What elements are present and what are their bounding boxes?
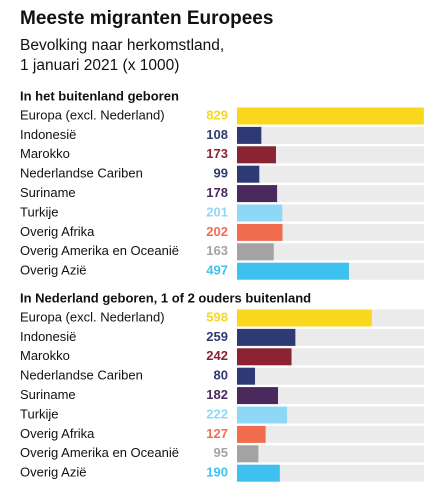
bar [237,165,260,183]
bar [237,262,349,280]
category-label: Turkije [20,204,59,219]
category-label: Overig Afrika [20,426,95,441]
category-label: Indonesië [20,329,76,344]
value-label: 108 [206,127,228,142]
category-label: Suriname [20,387,76,402]
category-label: Overig Afrika [20,224,95,239]
bar [237,204,283,222]
category-label: Overig Amerika en Oceanië [20,445,179,460]
value-label: 163 [206,243,228,258]
panel-title: In het buitenland geboren [20,88,179,103]
bar [237,185,278,203]
value-label: 80 [214,368,228,383]
bar [237,126,262,144]
track [237,146,424,164]
value-label: 598 [206,309,228,324]
value-label: 173 [206,146,228,161]
value-label: 99 [214,166,228,181]
category-label: Nederlandse Cariben [20,166,143,181]
track [237,445,424,463]
value-label: 202 [206,224,228,239]
category-label: Europa (excl. Nederland) [20,309,165,324]
bar [237,243,274,261]
value-label: 497 [206,263,228,278]
category-label: Overig Amerika en Oceanië [20,243,179,258]
bar [237,146,276,164]
category-label: Overig Azië [20,263,86,278]
value-label: 222 [206,406,228,421]
value-label: 201 [206,204,228,219]
value-label: 242 [206,348,228,363]
category-label: Overig Azië [20,465,86,480]
bar [237,223,283,241]
category-label: Europa (excl. Nederland) [20,107,165,122]
chart-title: Meeste migranten Europees [20,8,273,29]
track [237,185,424,203]
track [237,367,424,385]
category-label: Suriname [20,185,76,200]
bar [237,348,292,366]
value-label: 829 [206,107,228,122]
bar [237,464,280,482]
category-label: Turkije [20,406,59,421]
value-label: 182 [206,387,228,402]
bar [237,309,372,327]
value-label: 259 [206,329,228,344]
value-label: 178 [206,185,228,200]
bar [237,328,296,346]
category-label: Indonesië [20,127,76,142]
track [237,126,424,144]
track [237,204,424,222]
value-label: 190 [206,465,228,480]
subtitle: Bevolking naar herkomstland, [20,37,224,54]
bar [237,406,288,424]
category-label: Marokko [20,146,70,161]
bar [237,367,256,385]
value-label: 95 [214,445,228,460]
bar [237,425,266,443]
category-label: Marokko [20,348,70,363]
track [237,464,424,482]
track [237,425,424,443]
track [237,387,424,405]
track [237,243,424,261]
value-label: 127 [206,426,228,441]
subtitle: 1 januari 2021 (x 1000) [20,57,179,74]
track [237,223,424,241]
bar [237,387,279,405]
bar [237,445,259,463]
panel-title: In Nederland geboren, 1 of 2 ouders buit… [20,290,311,305]
track [237,165,424,183]
category-label: Nederlandse Cariben [20,368,143,383]
bar [237,107,424,125]
